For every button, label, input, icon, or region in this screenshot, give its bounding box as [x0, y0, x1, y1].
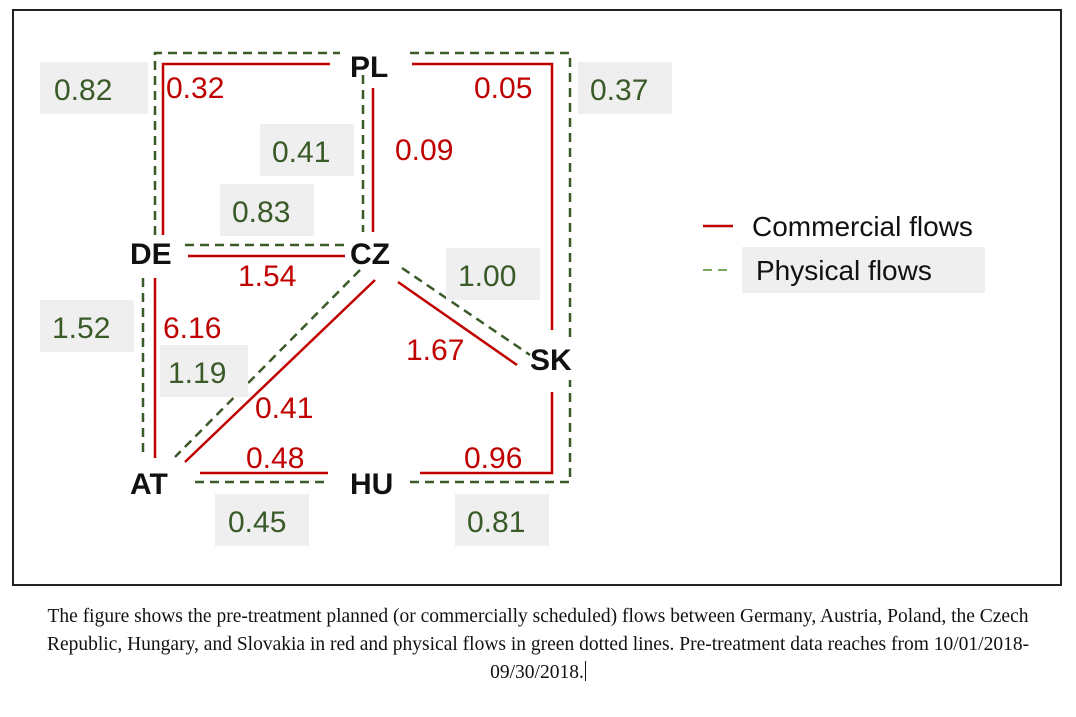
node-de: DE	[130, 238, 172, 271]
physical-value-cz-sk: 1.00	[458, 260, 516, 293]
physical-value-hu-sk: 0.81	[467, 506, 525, 539]
physical-value-pl-sk: 0.37	[590, 74, 648, 107]
legend-physical-label: Physical flows	[756, 255, 932, 286]
physical-box-at-hu	[215, 494, 309, 546]
commercial-line-de-pl	[161, 62, 330, 235]
node-hu: HU	[350, 468, 393, 501]
physical-value-de-pl: 0.82	[54, 74, 112, 107]
physical-value-at-hu: 0.45	[228, 506, 286, 539]
node-at: AT	[130, 468, 168, 501]
physical-box-de-cz	[220, 184, 314, 236]
physical-value-de-at: 1.52	[52, 312, 110, 345]
node-cz: CZ	[350, 238, 390, 271]
physical-flow-lines	[141, 51, 572, 484]
node-pl: PL	[350, 51, 388, 84]
commercial-value-at-hu: 0.48	[246, 442, 304, 475]
physical-line-pl-sk	[410, 51, 572, 340]
commercial-value-pl-sk: 0.05	[474, 72, 532, 105]
commercial-labels: 0.32 0.05 0.09 1.54 6.16 1.67 0.41 0.48 …	[163, 72, 532, 475]
commercial-value-de-cz: 1.54	[238, 260, 296, 293]
physical-box-de-pl	[40, 62, 148, 114]
commercial-line-cz-sk	[397, 280, 518, 367]
commercial-line-hu-sk	[420, 392, 554, 475]
node-sk: SK	[530, 344, 572, 377]
legend-commercial-label: Commercial flows	[752, 211, 973, 242]
physical-box-pl-sk	[578, 62, 672, 114]
physical-label-boxes	[40, 62, 985, 546]
physical-value-cz-at: 1.19	[168, 357, 226, 390]
physical-box-cz-sk	[446, 248, 540, 300]
text-cursor	[584, 661, 586, 681]
commercial-line-pl-sk	[412, 62, 554, 330]
commercial-value-cz-at: 0.41	[255, 392, 313, 425]
legend-physical-box	[742, 247, 985, 293]
physical-box-de-at	[40, 300, 134, 352]
legend: Commercial flows Physical flows	[703, 211, 973, 286]
commercial-value-hu-sk: 0.96	[464, 442, 522, 475]
physical-box-cz-at	[160, 345, 248, 397]
physical-line-cz-sk	[401, 266, 531, 357]
physical-line-de-pl	[153, 51, 340, 235]
commercial-value-de-at: 6.16	[163, 312, 221, 345]
physical-box-hu-sk	[455, 494, 549, 546]
physical-box-pl-cz	[260, 124, 354, 176]
caption-text: The figure shows the pre-treatment plann…	[46, 606, 1030, 683]
commercial-flow-lines	[153, 62, 554, 475]
commercial-value-de-pl: 0.32	[166, 72, 224, 105]
physical-value-de-cz: 0.83	[232, 196, 290, 229]
figure-caption: The figure shows the pre-treatment plann…	[30, 603, 1046, 687]
commercial-value-pl-cz: 0.09	[395, 134, 453, 167]
commercial-line-cz-at	[184, 279, 376, 463]
physical-labels: 0.82 0.37 0.41 0.83 1.00 1.52 1.19 0.45 …	[52, 74, 648, 539]
physical-line-hu-sk	[410, 380, 572, 484]
flow-diagram: 0.82 0.37 0.41 0.83 1.00 1.52 1.19 0.45 …	[40, 51, 985, 546]
commercial-value-cz-sk: 1.67	[406, 334, 464, 367]
physical-value-pl-cz: 0.41	[272, 136, 330, 169]
country-nodes: PL DE CZ SK AT HU	[130, 51, 572, 501]
